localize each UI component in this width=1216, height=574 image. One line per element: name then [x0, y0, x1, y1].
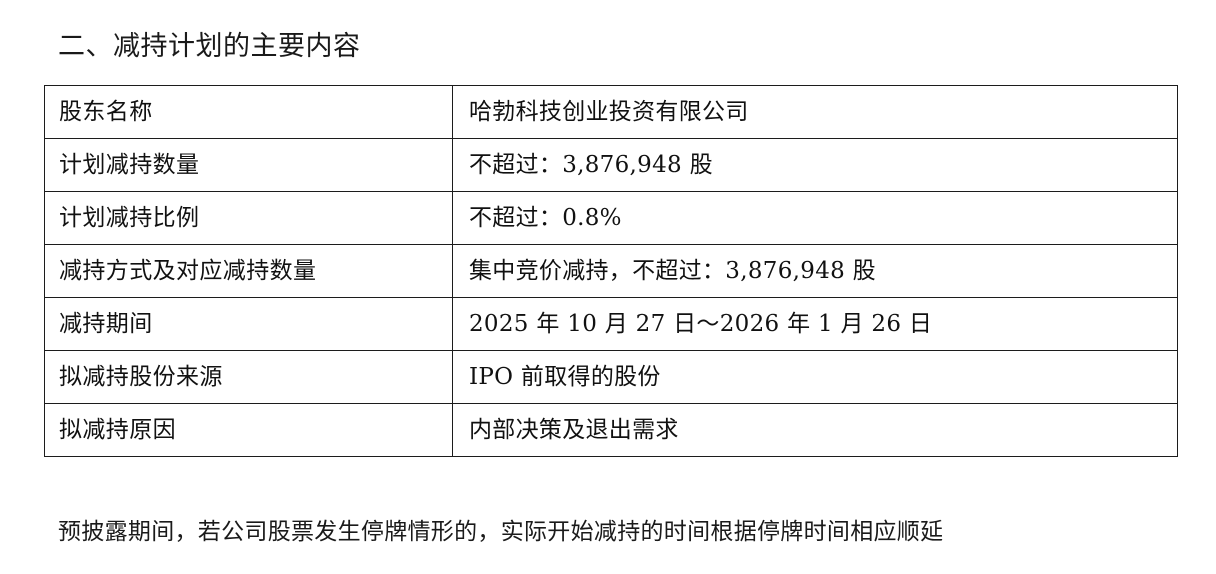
table-row: 股东名称 哈勃科技创业投资有限公司: [44, 85, 1178, 139]
table-row: 拟减持股份来源 IPO 前取得的股份: [44, 350, 1178, 404]
row-label-reduction-method: 减持方式及对应减持数量: [44, 244, 453, 298]
row-value-planned-reduction-ratio: 不超过：0.8%: [452, 191, 1178, 245]
row-label-reduction-reason: 拟减持原因: [44, 403, 453, 457]
page-title: 二、减持计划的主要内容: [58, 31, 361, 62]
row-label-planned-reduction-quantity: 计划减持数量: [44, 138, 453, 192]
table-row: 计划减持数量 不超过：3,876,948 股: [44, 138, 1178, 192]
row-value-reduction-method: 集中竞价减持，不超过：3,876,948 股: [452, 244, 1178, 298]
row-label-share-source: 拟减持股份来源: [44, 350, 453, 404]
row-value-shareholder-name: 哈勃科技创业投资有限公司: [452, 85, 1178, 139]
reduction-plan-table: 股东名称 哈勃科技创业投资有限公司 计划减持数量 不超过：3,876,948 股…: [44, 85, 1178, 457]
row-value-share-source: IPO 前取得的股份: [452, 350, 1178, 404]
row-label-planned-reduction-ratio: 计划减持比例: [44, 191, 453, 245]
row-label-shareholder-name: 股东名称: [44, 85, 453, 139]
footer-note: 预披露期间，若公司股票发生停牌情形的，实际开始减持的时间根据停牌时间相应顺延: [58, 519, 944, 545]
table-row: 计划减持比例 不超过：0.8%: [44, 191, 1178, 245]
table-body: 股东名称 哈勃科技创业投资有限公司 计划减持数量 不超过：3,876,948 股…: [44, 85, 1178, 457]
row-value-planned-reduction-quantity: 不超过：3,876,948 股: [452, 138, 1178, 192]
table-row: 拟减持原因 内部决策及退出需求: [44, 403, 1178, 457]
row-value-reduction-period: 2025 年 10 月 27 日～2026 年 1 月 26 日: [452, 297, 1178, 351]
row-label-reduction-period: 减持期间: [44, 297, 453, 351]
table-row: 减持期间 2025 年 10 月 27 日～2026 年 1 月 26 日: [44, 297, 1178, 351]
row-value-reduction-reason: 内部决策及退出需求: [452, 403, 1178, 457]
table-row: 减持方式及对应减持数量 集中竞价减持，不超过：3,876,948 股: [44, 244, 1178, 298]
